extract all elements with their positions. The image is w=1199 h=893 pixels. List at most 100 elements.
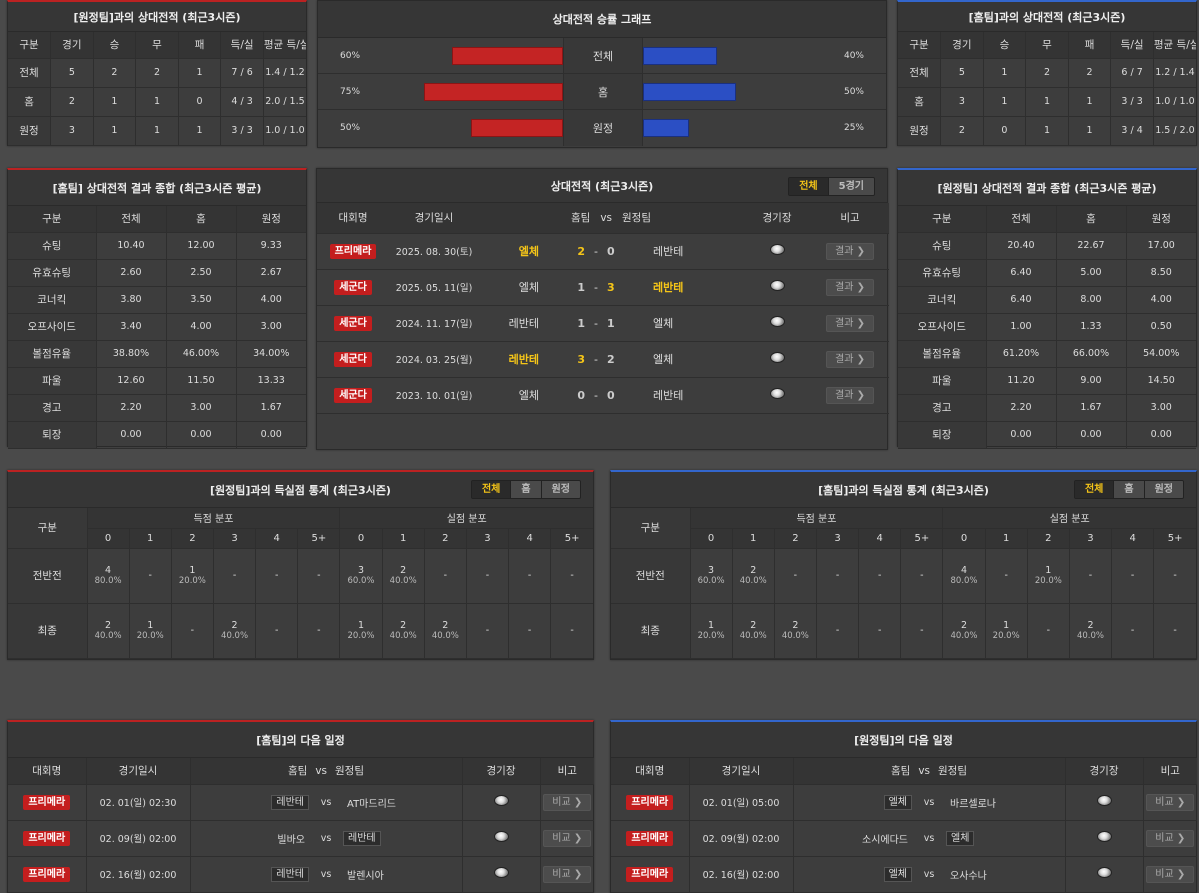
dist-cell: - (816, 603, 860, 659)
count-value: 2 (442, 619, 449, 631)
score-dash: - (585, 377, 607, 414)
count-value: 1 (1003, 619, 1010, 631)
tab-1[interactable]: 전체 (1074, 481, 1114, 498)
result-button[interactable]: 결과 ❯ (826, 350, 874, 368)
count-value: - (148, 569, 152, 581)
result-button[interactable]: 결과 ❯ (826, 386, 874, 404)
row-label: 코너킥 (898, 286, 987, 314)
note-cell: 비교 ❯ (1143, 820, 1197, 857)
header-row: 대회명 경기일시 홈팀 vs 원정팀 경기장 비고 (611, 758, 1197, 785)
league-badge: 프리메라 (329, 243, 377, 259)
tab-1[interactable]: 전체 (471, 481, 511, 498)
row-label: 코너킥 (8, 286, 97, 314)
bucket-header: 0 (87, 528, 130, 549)
stadium-icon[interactable] (769, 388, 785, 399)
stadium-icon[interactable] (493, 831, 509, 842)
column-header: 경기일시 (86, 758, 191, 785)
column-header: 전체 (986, 206, 1057, 233)
tab-2[interactable]: 홈 (510, 481, 541, 498)
tab-2[interactable]: 홈 (1113, 481, 1144, 498)
cell-value: 5.00 (1056, 259, 1127, 287)
dist-cell: - (900, 548, 944, 604)
tab-1[interactable]: 전체 (789, 178, 828, 195)
result-button[interactable]: 결과 ❯ (826, 314, 874, 332)
stadium-icon[interactable] (769, 352, 785, 363)
column-header: 홈팀 vs 원정팀 (793, 758, 1066, 785)
conceded-header: 실점 분포 (339, 508, 593, 529)
league-badge: 세군다 (334, 351, 372, 367)
bucket-header: 4 (1111, 528, 1155, 549)
vs-label: vs (320, 832, 332, 844)
compare-button[interactable]: 비교 ❯ (543, 793, 592, 811)
cell-value: 1 (135, 116, 179, 146)
compare-button[interactable]: 비교 ❯ (1146, 793, 1195, 811)
column-header: 구분 (8, 32, 52, 59)
note-cell: 결과 ❯ (811, 233, 889, 270)
compare-button[interactable]: 비교 ❯ (1146, 829, 1195, 847)
home-team: 빌바오 (277, 834, 305, 846)
cell-value: 6.40 (986, 286, 1057, 314)
cell-value: 0.00 (96, 421, 167, 449)
compare-button[interactable]: 비교 ❯ (1146, 865, 1195, 883)
row-label: 원정 (8, 116, 52, 146)
compare-button[interactable]: 비교 ❯ (543, 865, 592, 883)
left-bar (424, 83, 563, 101)
count-value: - (274, 569, 279, 581)
cell-value: 9.33 (236, 232, 306, 260)
venue-cell (743, 305, 811, 342)
bucket-header: 5+ (297, 528, 341, 549)
bucket-row: 0 1 2 3 4 5+ 0 1 2 3 4 5+ (8, 528, 593, 549)
compare-button[interactable]: 비교 ❯ (543, 829, 592, 847)
bucket-header: 0 (339, 528, 383, 549)
away-header: 원정팀 (335, 765, 364, 778)
venue-cell (1065, 856, 1144, 893)
count-value: 2 (1087, 619, 1094, 631)
table-row: 유효슈팅 6.40 5.00 8.50 (898, 259, 1196, 287)
count-value: 1 (708, 619, 715, 631)
cell-value: 1.67 (236, 394, 306, 422)
stadium-icon[interactable] (1096, 795, 1112, 806)
bucket-header: 5+ (550, 528, 593, 549)
score-dash: - (585, 269, 607, 306)
stadium-icon[interactable] (769, 316, 785, 327)
stadium-icon[interactable] (1096, 831, 1112, 842)
tab-3[interactable]: 원정 (540, 481, 580, 498)
stadium-icon[interactable] (769, 280, 785, 291)
cell-value: 0.00 (1126, 421, 1196, 449)
count-value: - (570, 624, 574, 636)
stadium-icon[interactable] (769, 244, 785, 255)
stadium-icon[interactable] (493, 795, 509, 806)
column-header: 원정 (1126, 206, 1196, 233)
table-row: 오프사이드 1.00 1.33 0.50 (898, 313, 1196, 341)
winrate-label: 전체 (563, 38, 643, 73)
cell-value: 2 (135, 58, 179, 88)
stadium-icon[interactable] (493, 867, 509, 878)
stadium-icon[interactable] (1096, 867, 1112, 878)
row-label: 퇴장 (8, 421, 97, 449)
count-value: 2 (750, 564, 757, 576)
dist-cell: 2 40.0% (774, 603, 817, 659)
count-value: 2 (792, 619, 799, 631)
table-row: 프리메라 02. 09(월) 02:00 소시에다드 vs 엘체 비교 ❯ (611, 820, 1197, 857)
bucket-header: 1 (985, 528, 1028, 549)
tab-3[interactable]: 원정 (1143, 481, 1183, 498)
tab-2[interactable]: 5경기 (827, 178, 874, 195)
right-bar (643, 83, 736, 101)
column-header: 대회명 (8, 758, 87, 785)
count-value: 2 (105, 619, 112, 631)
column-header: 원정 (236, 206, 306, 233)
away-header: 원정팀 (622, 212, 651, 225)
row-label: 볼점유율 (898, 340, 987, 368)
away-team: 바르셀로나 (950, 798, 996, 810)
dist-cell: - (424, 548, 467, 604)
away-team: 오사수나 (950, 870, 987, 882)
dist-cell: 1 20.0% (690, 603, 733, 659)
league-badge: 세군다 (334, 315, 372, 331)
cell-value: 2.60 (96, 259, 167, 287)
result-button[interactable]: 결과 ❯ (826, 278, 874, 296)
table-row: 전반전 4 80.0% -1 20.0% - - -3 60.0% 2 40.0% - - - - (8, 548, 593, 604)
left-bar (470, 119, 563, 137)
winrate-right: 25% (643, 110, 886, 146)
result-button[interactable]: 결과 ❯ (826, 242, 874, 260)
